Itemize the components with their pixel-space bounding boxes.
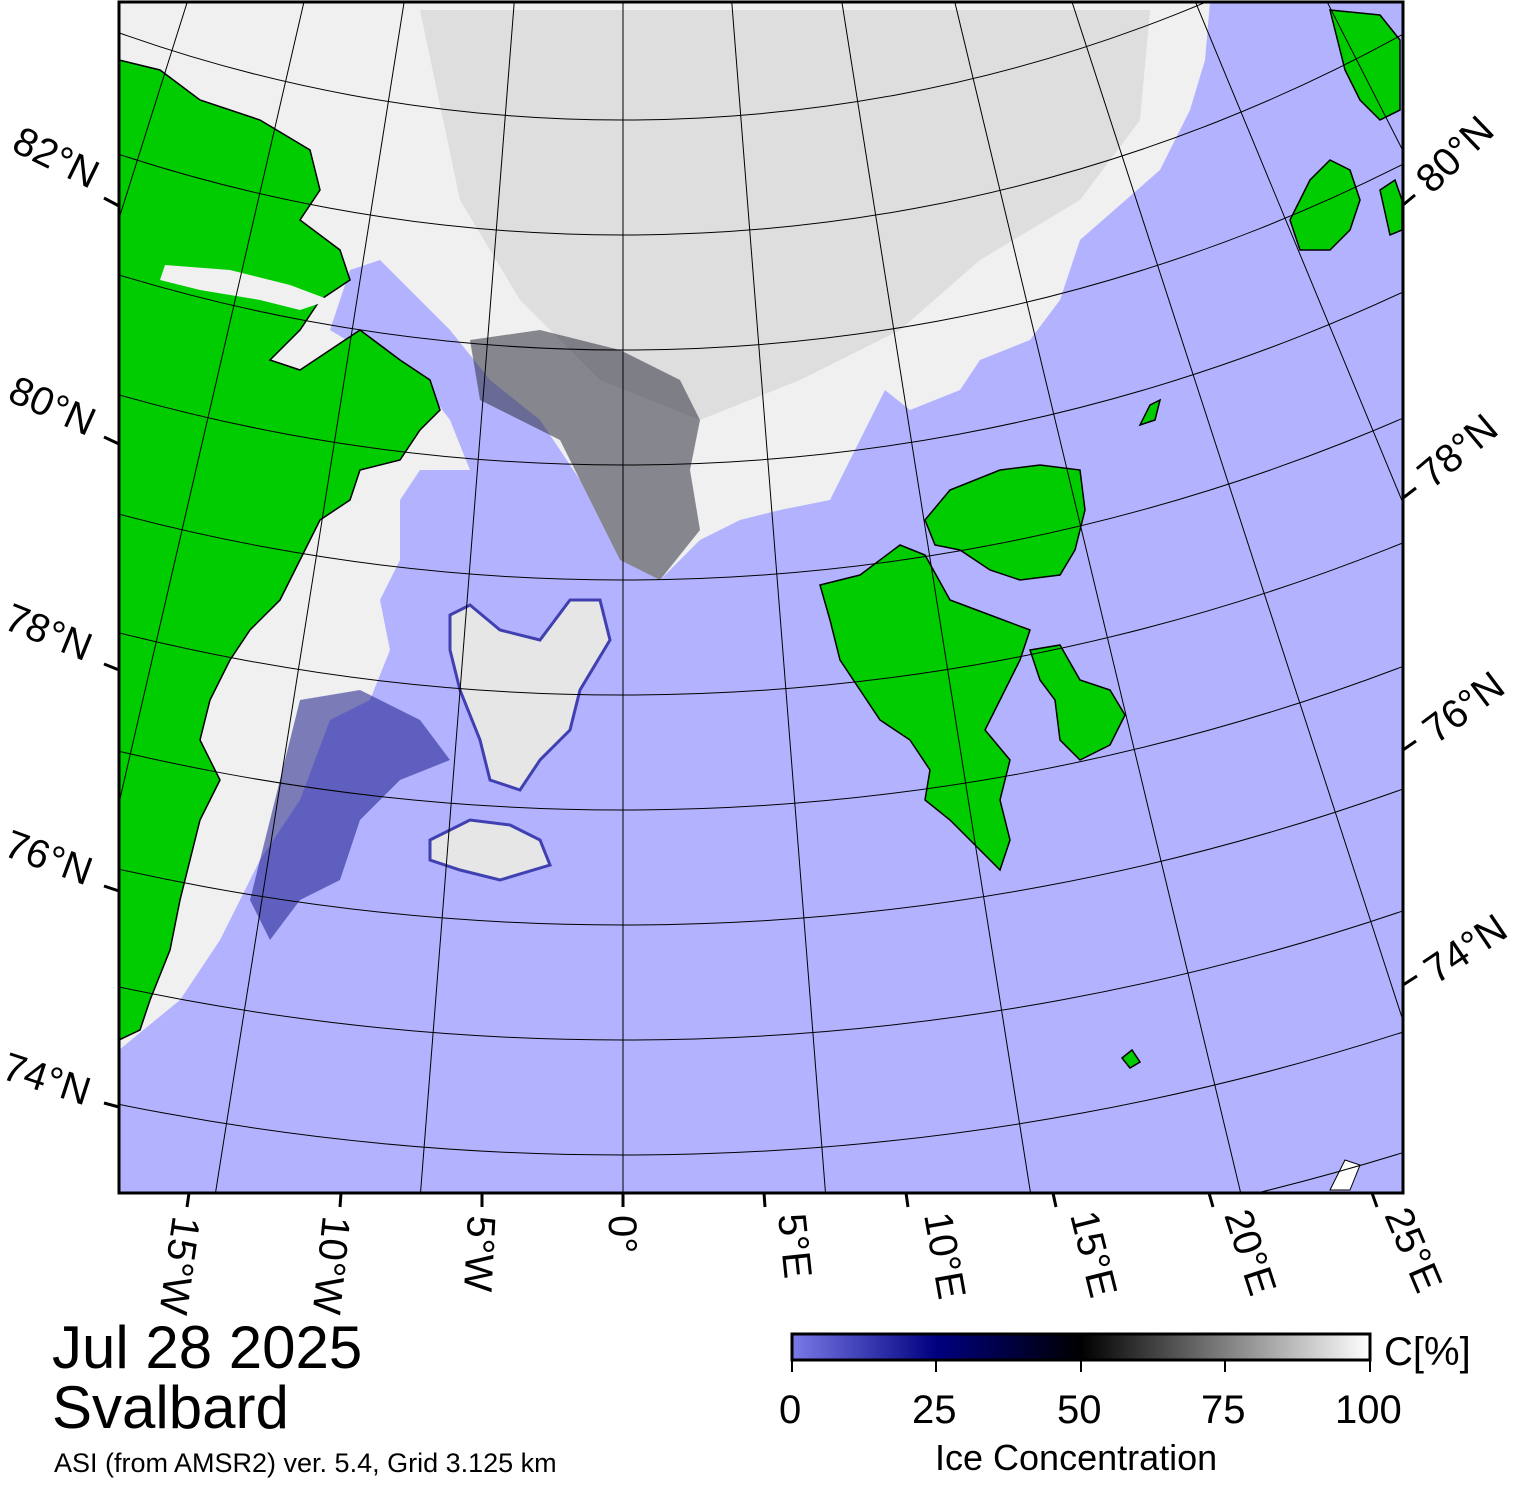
lon-label-5w: 5°W [455, 1215, 503, 1293]
land-bjornoya [1120, 1048, 1142, 1069]
lat-label-74n-right: 74°N [1416, 906, 1515, 992]
colorbar-ticks [791, 1360, 1371, 1372]
lat-labels-left: 82°N 80°N 78°N 76°N 74°N [0, 119, 106, 1115]
colorbar-tick-50: 50 [1057, 1388, 1102, 1432]
land-kvitoya [1138, 398, 1162, 427]
lat-label-82n: 82°N [6, 119, 106, 198]
lat-label-78n-right: 78°N [1410, 406, 1507, 497]
land-franz-josef [1289, 159, 1361, 251]
lon-label-20e: 20°E [1215, 1204, 1284, 1301]
meridian-line [419, 2, 515, 1193]
pack-ice-texture [420, 10, 1150, 420]
ice-floe-south [428, 818, 553, 882]
colorbar-tick-75: 75 [1201, 1388, 1246, 1432]
meridian-line [214, 2, 405, 1193]
land-spitsbergen [819, 544, 1031, 872]
map-frame-content [119, 2, 1403, 1193]
lon-label-25e: 25°E [1376, 1201, 1451, 1298]
meridian-line [841, 2, 1032, 1193]
lat-label-76n-right: 76°N [1415, 663, 1513, 752]
lon-label-10e: 10°E [915, 1209, 973, 1302]
lon-label-15w: 15°W [150, 1214, 207, 1318]
land-franz-josef-north [1329, 9, 1401, 121]
lat-ticks-right [1402, 193, 1418, 987]
meridian-line [1071, 2, 1403, 1023]
lon-label-0: 0° [600, 1215, 644, 1253]
lat-label-80n-left: 80°N [2, 368, 102, 445]
graticule [119, 2, 1403, 1193]
colorbar-tick-100: 100 [1335, 1388, 1402, 1432]
colorbar-title: Ice Concentration [935, 1437, 1218, 1478]
meridian-line [954, 2, 1242, 1193]
data-source: ASI (from AMSR2) ver. 5.4, Grid 3.125 km [54, 1448, 557, 1478]
colorbar [790, 1332, 1372, 1372]
greenland-fjord [160, 265, 330, 310]
lat-label-76n-left: 76°N [0, 822, 98, 894]
lon-label-5e: 5°E [769, 1211, 820, 1280]
lon-labels: 15°W 10°W 5°W 0° 5°E 10°E 15°E 20°E 25°E [150, 1201, 1450, 1317]
map-region: Svalbard [52, 1374, 289, 1441]
colorbar-unit: C[%] [1384, 1330, 1471, 1374]
meridian-line [119, 2, 305, 806]
ice-floe-large [448, 598, 612, 792]
land-nordaustlandet [924, 464, 1086, 581]
lat-label-74n-left: 74°N [0, 1045, 96, 1114]
lon-label-15e: 15°E [1061, 1207, 1125, 1302]
land-edgeoya [1029, 644, 1126, 761]
lon-ticks [185, 1192, 1379, 1208]
marginal-ice-dark [470, 330, 700, 580]
meridian-line [731, 2, 827, 1193]
colorbar-gradient [790, 1332, 1372, 1362]
lon-label-10w: 10°W [304, 1214, 358, 1317]
map-frame [117, 0, 1405, 1195]
marginal-ice-edge [250, 690, 450, 940]
colorbar-tick-25: 25 [912, 1388, 957, 1432]
lat-ticks-left [103, 196, 120, 1109]
lat-labels-right: 80°N 78°N 76°N 74°N [1408, 108, 1515, 993]
map-date: Jul 28 2025 [52, 1314, 363, 1381]
colorbar-tick-0: 0 [779, 1388, 802, 1432]
lat-label-78n-left: 78°N [0, 596, 98, 670]
lat-label-80n-right: 80°N [1408, 108, 1503, 202]
meridian-line [1194, 2, 1403, 505]
meridian-line [119, 2, 188, 221]
